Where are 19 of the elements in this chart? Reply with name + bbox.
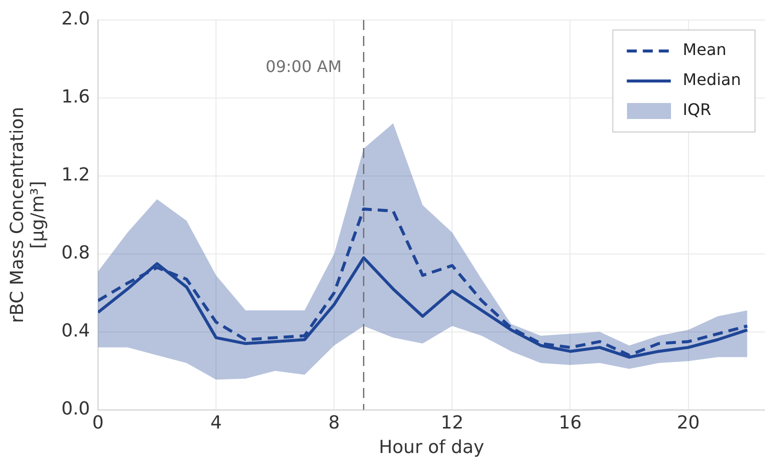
x-tick-label: 16 bbox=[558, 412, 582, 434]
y-axis-title: rBC Mass Concentration [µg/m³] bbox=[7, 106, 49, 323]
x-tick-label: 8 bbox=[328, 412, 340, 434]
x-axis-title: Hour of day bbox=[378, 436, 484, 458]
x-tick-label: 0 bbox=[92, 412, 104, 434]
line-series bbox=[98, 208, 749, 357]
y-tick-label: 0.8 bbox=[61, 242, 90, 264]
y-tick-label: 0.4 bbox=[61, 320, 90, 342]
x-tick-label: 4 bbox=[210, 412, 222, 434]
ref-line-label: 09:00 AM bbox=[266, 57, 342, 76]
y-tick-label: 2.0 bbox=[61, 8, 90, 30]
y-tick-label: 1.2 bbox=[61, 164, 90, 186]
y-tick-label: 1.6 bbox=[61, 86, 90, 108]
x-tick-label: 12 bbox=[440, 412, 464, 434]
annotation: IQR bbox=[682, 100, 712, 120]
x-tick-label: 20 bbox=[676, 412, 700, 434]
y-tick-label: 0.0 bbox=[61, 398, 90, 420]
legend-label: Mean bbox=[682, 40, 726, 60]
legend-label: Median bbox=[682, 70, 742, 90]
